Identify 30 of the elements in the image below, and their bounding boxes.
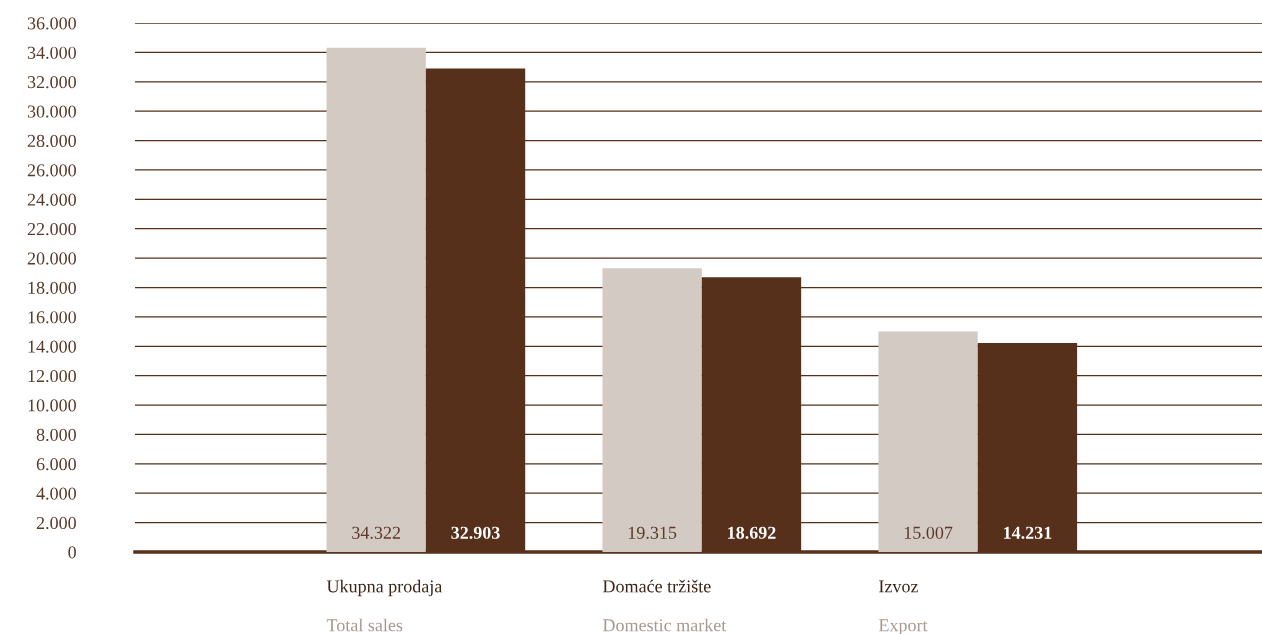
y-tick-label: 26.000: [27, 164, 76, 177]
data-label: 19.315: [628, 526, 677, 539]
y-tick-label: 28.000: [27, 134, 76, 148]
data-label: 15.007: [904, 526, 953, 539]
y-tick-label: 32.000: [27, 76, 76, 89]
y-tick-label: 18.000: [28, 281, 76, 295]
y-tick-label: 2.000: [36, 516, 76, 530]
y-tick-label: 20.000: [27, 252, 76, 265]
y-tick-label: 30.000: [27, 105, 76, 118]
bar: [326, 47, 426, 552]
bar: [878, 331, 978, 552]
bar: [602, 268, 702, 552]
category-label: Ukupna prodaja Total sales: [326, 579, 443, 632]
y-tick-label: 22.000: [27, 222, 76, 236]
y-tick-label: 4.000: [36, 487, 76, 500]
y-tick-label: 8.000: [36, 428, 76, 441]
data-label: 18.692: [728, 526, 776, 539]
y-tick-label: 36.000: [27, 17, 76, 30]
y-tick-label: 16.000: [28, 311, 76, 324]
data-label: 34.322: [352, 526, 401, 539]
y-tick-label: 0: [68, 546, 76, 559]
y-tick-label: 6.000: [36, 458, 76, 471]
y-tick-label: 14.000: [28, 340, 76, 353]
y-tick-label: 24.000: [27, 193, 76, 206]
data-label: 14.231: [1004, 526, 1052, 539]
y-tick-label: 12.000: [28, 369, 76, 383]
y-tick-label: 10.000: [28, 399, 76, 412]
category-label: Domaće tržište Domestic market: [602, 579, 727, 632]
data-label: 32.903: [451, 526, 500, 539]
y-tick-label: 34.000: [27, 46, 76, 59]
